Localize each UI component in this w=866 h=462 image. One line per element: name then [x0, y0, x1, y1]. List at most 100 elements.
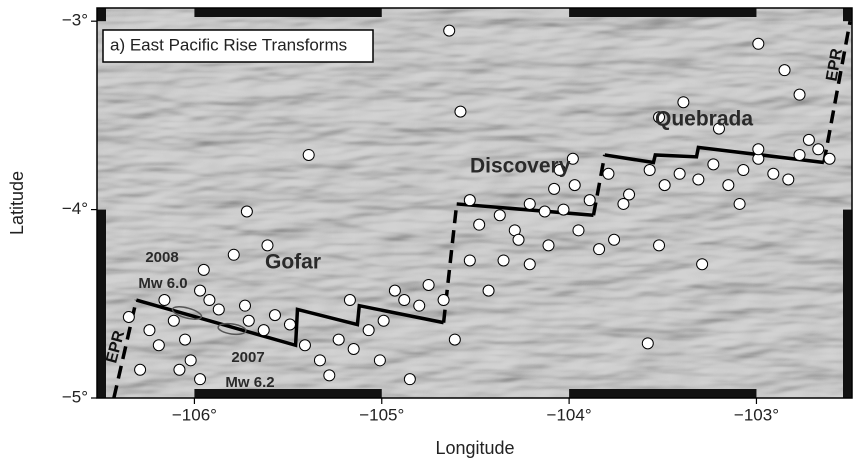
earthquake — [262, 240, 273, 251]
y-tick-label: −4° — [62, 199, 88, 218]
region-label: Quebrada — [655, 108, 753, 131]
earthquake — [794, 89, 805, 100]
earthquake — [159, 295, 170, 306]
earthquake — [195, 374, 206, 385]
y-axis-label: Latitude — [7, 171, 27, 235]
y-tick-label: −5° — [62, 387, 88, 406]
frame-band — [97, 8, 106, 21]
earthquake — [455, 106, 466, 117]
x-tick-label: −106° — [172, 405, 217, 424]
earthquake — [123, 311, 134, 322]
earthquake — [569, 180, 580, 191]
event-label: 2008 — [145, 249, 178, 266]
x-tick-label: −104° — [547, 405, 592, 424]
frame-band — [843, 210, 852, 398]
earthquake — [241, 206, 252, 217]
earthquake — [659, 180, 670, 191]
earthquake — [674, 168, 685, 179]
earthquake — [414, 300, 425, 311]
region-label: Discovery — [470, 155, 571, 178]
earthquake — [708, 159, 719, 170]
earthquake — [543, 240, 554, 251]
earthquake — [498, 255, 509, 266]
region-label: Gofar — [265, 251, 321, 274]
earthquake — [144, 325, 155, 336]
earthquake — [258, 325, 269, 336]
earthquake — [363, 325, 374, 336]
earthquake — [813, 144, 824, 155]
earthquake — [513, 234, 524, 245]
earthquake — [558, 204, 569, 215]
earthquake — [228, 249, 239, 260]
earthquake — [603, 168, 614, 179]
earthquake — [654, 240, 665, 251]
frame-band — [569, 8, 756, 17]
earthquake — [333, 334, 344, 345]
earthquake — [195, 285, 206, 296]
y-tick-label: −3° — [62, 11, 88, 30]
earthquake — [678, 97, 689, 108]
earthquake — [753, 144, 764, 155]
x-axis-label: Longitude — [435, 438, 514, 458]
frame-band — [569, 389, 756, 398]
earthquake — [213, 304, 224, 315]
earthquake — [474, 219, 485, 230]
earthquake — [624, 189, 635, 200]
earthquake — [135, 364, 146, 375]
earthquake — [389, 285, 400, 296]
earthquake — [753, 38, 764, 49]
earthquake — [697, 259, 708, 270]
earthquake — [378, 315, 389, 326]
earthquake — [180, 334, 191, 345]
earthquake — [374, 355, 385, 366]
earthquake — [824, 153, 835, 164]
earthquake — [269, 310, 280, 321]
earthquake — [423, 279, 434, 290]
earthquake — [174, 364, 185, 375]
earthquake — [284, 319, 295, 330]
earthquake — [344, 295, 355, 306]
event-label: Mw 6.2 — [225, 374, 274, 391]
earthquake — [524, 259, 535, 270]
map-figure: a) East Pacific Rise Transforms Gofar Di… — [0, 0, 866, 462]
earthquake — [584, 195, 595, 206]
earthquake — [444, 25, 455, 36]
earthquake — [768, 168, 779, 179]
title: a) East Pacific Rise Transforms — [110, 35, 347, 54]
earthquake — [204, 295, 215, 306]
earthquake — [693, 174, 704, 185]
earthquake — [168, 315, 179, 326]
earthquake — [348, 344, 359, 355]
earthquake — [803, 134, 814, 145]
earthquake — [539, 206, 550, 217]
earthquake — [738, 165, 749, 176]
earthquake — [464, 195, 475, 206]
earthquake — [594, 244, 605, 255]
frame-band — [843, 8, 852, 21]
event-label: Mw 6.0 — [138, 275, 187, 292]
earthquake — [779, 65, 790, 76]
frame-band — [194, 389, 381, 398]
x-tick-label: −103° — [734, 405, 779, 424]
earthquake — [644, 165, 655, 176]
earthquake — [303, 149, 314, 160]
earthquake — [483, 285, 494, 296]
earthquake — [609, 234, 620, 245]
earthquake — [549, 183, 560, 194]
frame-band — [194, 8, 381, 17]
earthquake — [642, 338, 653, 349]
earthquake — [185, 355, 196, 366]
earthquake — [299, 340, 310, 351]
earthquake — [449, 334, 460, 345]
earthquake — [198, 264, 209, 275]
earthquake — [794, 149, 805, 160]
earthquake — [404, 374, 415, 385]
earthquake — [243, 315, 254, 326]
earthquake — [240, 300, 251, 311]
earthquake — [573, 225, 584, 236]
earthquake — [153, 340, 164, 351]
earthquake — [783, 174, 794, 185]
earthquake — [723, 180, 734, 191]
event-label: 2007 — [231, 349, 264, 366]
earthquake — [324, 370, 335, 381]
